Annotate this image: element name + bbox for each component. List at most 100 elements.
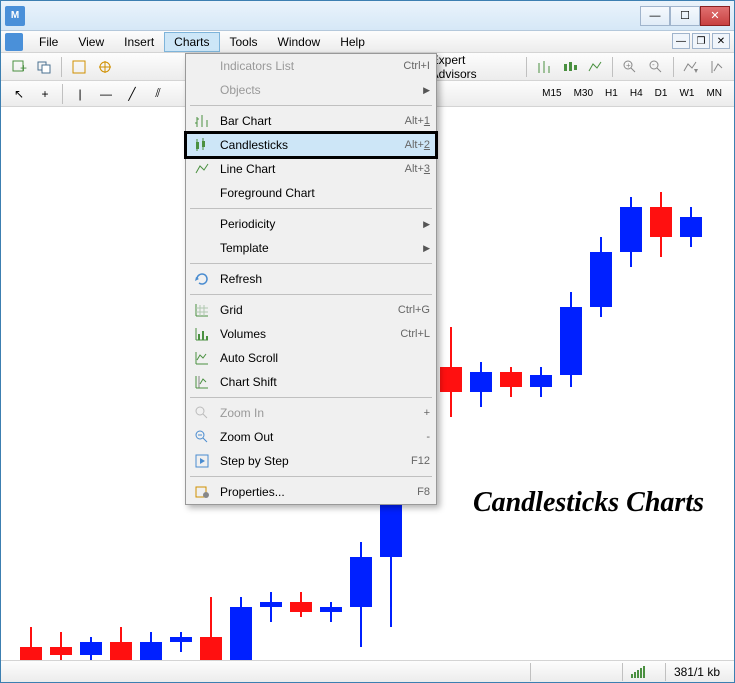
menu-item-label: Foreground Chart <box>220 186 430 200</box>
channel-button[interactable]: ⫽ <box>146 83 170 105</box>
menu-item-shortcut: Ctrl+L <box>400 328 430 340</box>
menu-item-label: Grid <box>220 303 388 317</box>
timeframe-d1[interactable]: D1 <box>649 85 674 102</box>
chart-shift-button[interactable] <box>704 56 728 78</box>
market-watch-button[interactable] <box>67 56 91 78</box>
vertical-line-button[interactable]: | <box>68 83 92 105</box>
mdi-minimize-button[interactable]: — <box>672 33 690 49</box>
maximize-button[interactable]: ☐ <box>670 6 700 26</box>
props-icon <box>192 482 212 502</box>
timeframe-h1[interactable]: H1 <box>599 85 624 102</box>
window-controls: — ☐ ✕ <box>640 6 730 26</box>
candle-chart-button[interactable] <box>558 56 582 78</box>
auto-icon <box>192 348 212 368</box>
titlebar: M — ☐ ✕ <box>1 1 734 31</box>
blank-icon <box>192 214 212 234</box>
main-window: M — ☐ ✕ FileViewInsertChartsToolsWindowH… <box>0 0 735 683</box>
menu-item-shortcut: - <box>426 431 430 443</box>
zoomout-icon <box>192 427 212 447</box>
mdi-restore-button[interactable]: ❐ <box>692 33 710 49</box>
menu-item-grid[interactable]: Grid Ctrl+G <box>186 298 436 322</box>
profiles-button[interactable] <box>33 56 57 78</box>
mdi-close-button[interactable]: ✕ <box>712 33 730 49</box>
menu-item-step-by-step[interactable]: Step by Step F12 <box>186 449 436 473</box>
menu-tools[interactable]: Tools <box>220 32 268 52</box>
menu-item-label: Volumes <box>220 327 390 341</box>
app-icon: M <box>5 6 25 26</box>
menubar: FileViewInsertChartsToolsWindowHelp — ❐ … <box>1 31 734 53</box>
menu-item-zoom-out[interactable]: Zoom Out- <box>186 425 436 449</box>
signal-icon <box>631 666 645 678</box>
horizontal-line-button[interactable]: — <box>94 83 118 105</box>
timeframe-w1[interactable]: W1 <box>673 85 700 102</box>
cursor-button[interactable]: ↖ <box>7 83 31 105</box>
zoom-out-button[interactable]: - <box>644 56 668 78</box>
auto-scroll-button[interactable] <box>679 56 703 78</box>
grid-icon <box>192 300 212 320</box>
menu-item-chart-shift[interactable]: Chart Shift <box>186 370 436 394</box>
menu-item-indicators-list: Indicators ListCtrl+I <box>186 54 436 78</box>
shift-icon <box>192 372 212 392</box>
candle-icon <box>192 135 212 155</box>
menu-window[interactable]: Window <box>268 32 331 52</box>
chart-overlay-label: Candlesticks Charts <box>473 487 704 519</box>
timeframe-m30[interactable]: M30 <box>568 85 599 102</box>
menu-item-label: Zoom In <box>220 406 414 420</box>
close-button[interactable]: ✕ <box>700 6 730 26</box>
menu-insert[interactable]: Insert <box>114 32 164 52</box>
menu-item-foreground-chart[interactable]: Foreground Chart <box>186 181 436 205</box>
line-chart-button[interactable] <box>583 56 607 78</box>
menu-item-label: Line Chart <box>220 162 395 176</box>
menu-view[interactable]: View <box>68 32 114 52</box>
bar-chart-button[interactable] <box>532 56 556 78</box>
menu-item-periodicity[interactable]: Periodicity▶ <box>186 212 436 236</box>
menu-item-label: Step by Step <box>220 454 401 468</box>
line-icon <box>192 159 212 179</box>
menu-help[interactable]: Help <box>330 32 375 52</box>
menu-item-label: Objects <box>220 83 423 97</box>
timeframe-h4[interactable]: H4 <box>624 85 649 102</box>
submenu-arrow-icon: ▶ <box>423 243 430 254</box>
timeframe-mn[interactable]: MN <box>700 85 728 102</box>
vol-icon <box>192 324 212 344</box>
crosshair-button[interactable]: + <box>33 83 57 105</box>
menu-item-shortcut: + <box>424 407 430 419</box>
blank-icon <box>192 80 212 100</box>
menu-item-shortcut: Alt+2 <box>405 139 430 151</box>
navigator-button[interactable] <box>93 56 117 78</box>
menu-item-template[interactable]: Template▶ <box>186 236 436 260</box>
menu-item-auto-scroll[interactable]: Auto Scroll <box>186 346 436 370</box>
menu-item-objects: Objects▶ <box>186 78 436 102</box>
menubar-icon <box>5 33 23 51</box>
menu-item-shortcut: F12 <box>411 455 430 467</box>
menu-item-label: Properties... <box>220 485 407 499</box>
menu-item-label: Chart Shift <box>220 375 430 389</box>
expert-advisors-label: Expert Advisors <box>431 53 513 81</box>
svg-text:-: - <box>652 60 655 69</box>
menu-file[interactable]: File <box>29 32 68 52</box>
menu-item-zoom-in: Zoom In + <box>186 401 436 425</box>
menu-item-candlesticks[interactable]: CandlesticksAlt+2 <box>184 131 438 159</box>
blank-icon <box>192 238 212 258</box>
charts-menu-dropdown: Indicators ListCtrl+IObjects▶Bar ChartAl… <box>185 53 437 505</box>
menu-item-label: Template <box>220 241 423 255</box>
menu-item-properties[interactable]: Properties...F8 <box>186 480 436 504</box>
menu-item-label: Bar Chart <box>220 114 395 128</box>
menu-charts[interactable]: Charts <box>164 32 219 52</box>
new-chart-button[interactable]: + <box>7 56 31 78</box>
connection-status <box>622 663 653 681</box>
svg-text:+: + <box>20 61 27 75</box>
timeframe-m15[interactable]: M15 <box>536 85 567 102</box>
menu-item-bar-chart[interactable]: Bar ChartAlt+1 <box>186 109 436 133</box>
zoom-in-button[interactable]: + <box>618 56 642 78</box>
menu-item-label: Zoom Out <box>220 430 416 444</box>
trendline-button[interactable]: ╱ <box>120 83 144 105</box>
menu-item-volumes[interactable]: Volumes Ctrl+L <box>186 322 436 346</box>
zoomin-icon <box>192 403 212 423</box>
minimize-button[interactable]: — <box>640 6 670 26</box>
menu-item-shortcut: Ctrl+G <box>398 304 430 316</box>
svg-text:+: + <box>626 61 631 70</box>
menu-item-line-chart[interactable]: Line ChartAlt+3 <box>186 157 436 181</box>
submenu-arrow-icon: ▶ <box>423 85 430 96</box>
menu-item-refresh[interactable]: Refresh <box>186 267 436 291</box>
